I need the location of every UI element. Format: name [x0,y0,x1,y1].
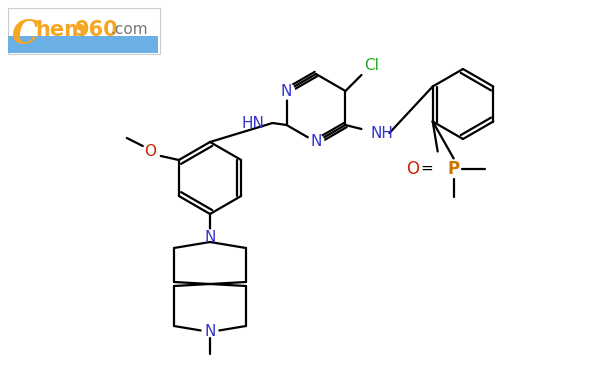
Circle shape [370,121,393,145]
Text: HN: HN [241,116,264,130]
Text: NH: NH [370,126,393,141]
Circle shape [404,159,422,177]
Circle shape [241,111,264,135]
Text: N: N [204,231,216,246]
Text: N: N [310,135,322,150]
Text: N: N [204,324,216,339]
Text: C: C [12,18,39,51]
Bar [8,8,160,54]
Text: =: = [420,161,433,176]
Text: N: N [281,84,292,99]
Circle shape [308,134,324,150]
Text: .com: .com [110,22,148,38]
Text: O: O [144,144,156,159]
Circle shape [142,143,158,159]
Text: Cl: Cl [364,57,379,72]
Text: 960 化工网: 960 化工网 [59,54,106,68]
Circle shape [417,159,436,177]
Circle shape [202,324,218,340]
Circle shape [445,159,463,177]
Circle shape [361,56,381,76]
Bar [8,36,158,53]
Text: P: P [448,159,460,177]
Text: 960: 960 [75,20,119,40]
Circle shape [202,230,218,246]
Circle shape [278,83,295,99]
Text: hem: hem [35,20,86,40]
Text: O: O [406,159,419,177]
